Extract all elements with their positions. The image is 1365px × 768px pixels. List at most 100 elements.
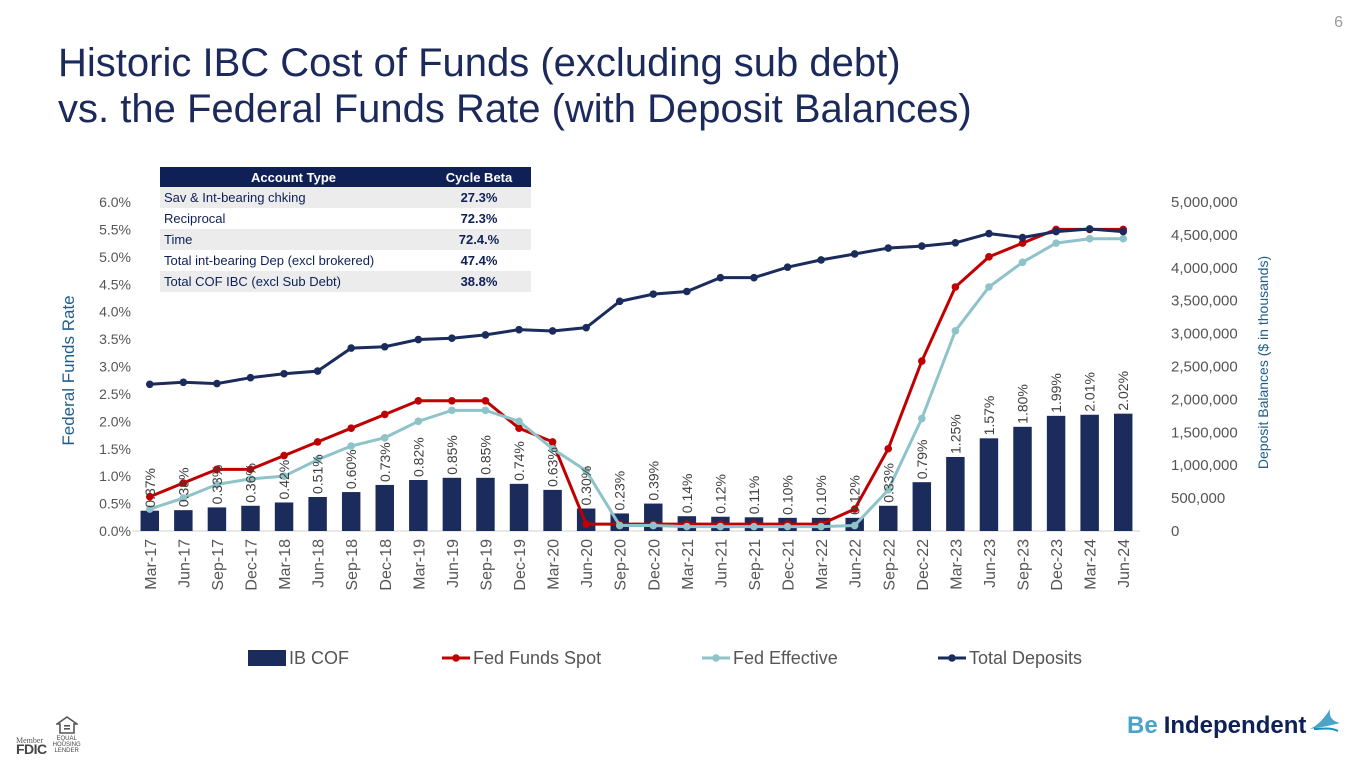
line-total-deposits [149, 227, 1124, 386]
point-fed-funds-spot [280, 451, 288, 460]
title-line-1: Historic IBC Cost of Funds (excluding su… [58, 41, 901, 85]
legend-swatch-bar [248, 650, 286, 666]
logo-be: Be [1127, 712, 1158, 739]
account-type-cell: Reciprocal [160, 208, 427, 229]
bar-data-label: 0.38% [175, 467, 191, 507]
point-fed-effective [615, 521, 624, 530]
x-tick-label: Mar-19 [411, 539, 428, 590]
point-fed-funds-spot [548, 438, 557, 446]
x-tick-label: Jun-17 [176, 539, 193, 588]
bar-data-label: 0.12% [847, 475, 863, 515]
point-total-deposits [280, 369, 288, 378]
cycle-beta-table: Account Type Cycle Beta Sav & Int-bearin… [160, 167, 531, 292]
bar-ib-cof [274, 502, 294, 531]
x-tick-label: Jun-21 [713, 539, 730, 588]
y-axis-title: Federal Funds Rate [59, 295, 78, 445]
x-tick-label: Jun-23 [982, 539, 999, 588]
point-total-deposits [213, 379, 221, 388]
bar-ib-cof [912, 482, 932, 531]
bar-data-label: 0.36% [242, 463, 258, 503]
x-tick-label: Mar-18 [277, 539, 294, 590]
y-tick-label: 0.0% [99, 523, 131, 539]
point-fed-effective [918, 414, 926, 423]
point-fed-effective [817, 522, 825, 531]
equal-housing-label: EQUAL HOUSING LENDER [52, 736, 81, 754]
point-fed-funds-spot [951, 283, 960, 291]
point-fed-effective [246, 475, 255, 483]
point-fed-effective [515, 417, 523, 426]
y-tick-label: 1.5% [99, 441, 131, 457]
x-tick-label: Sep-22 [881, 539, 898, 591]
point-total-deposits [649, 290, 658, 298]
bar-ib-cof [174, 510, 193, 531]
point-fed-effective [313, 455, 322, 464]
point-fed-funds-spot [347, 424, 355, 432]
point-total-deposits [985, 229, 993, 238]
fdic-badge: Member FDIC [16, 736, 47, 757]
bar-ib-cof [308, 497, 327, 531]
page-title: Historic IBC Cost of Funds (excluding su… [58, 40, 972, 132]
point-fed-effective [985, 283, 993, 291]
point-total-deposits [313, 367, 322, 375]
y-tick-label: 4.5% [99, 276, 131, 292]
legend-label: Fed Funds Spot [473, 648, 601, 668]
x-tick-label: Dec-23 [1049, 539, 1066, 591]
point-fed-funds-spot [481, 396, 490, 405]
point-total-deposits [951, 238, 960, 247]
header-account-type: Account Type [160, 167, 427, 187]
point-fed-funds-spot [145, 492, 154, 501]
point-fed-effective [280, 472, 288, 480]
table-row: Time 72.4.% [160, 229, 531, 250]
bird-icon [1310, 709, 1341, 732]
bar-data-label: 0.42% [276, 460, 292, 500]
point-fed-funds-spot [918, 357, 926, 365]
x-tick-label: Sep-23 [1016, 539, 1033, 591]
cycle-beta-cell: 72.3% [427, 208, 531, 229]
point-fed-effective [750, 522, 758, 531]
y-tick-label: 0.5% [99, 496, 131, 512]
legend-swatch-marker [452, 654, 460, 662]
bar-data-label: 0.73% [377, 442, 393, 482]
point-total-deposits [582, 323, 590, 332]
point-total-deposits [481, 331, 490, 339]
bar-data-label: 0.51% [310, 454, 326, 494]
x-tick-label: Jun-18 [311, 539, 328, 588]
account-type-cell: Time [160, 229, 427, 250]
bar-ib-cof [979, 438, 999, 531]
x-tick-label: Mar-17 [143, 539, 160, 590]
header-cycle-beta: Cycle Beta [427, 167, 531, 187]
point-fed-effective [213, 480, 221, 489]
line-fed-effective [149, 237, 1124, 529]
logo-independent: Independent [1163, 712, 1307, 739]
bar-data-label: 0.12% [712, 474, 728, 514]
point-fed-effective [481, 406, 490, 415]
bar-data-label: 0.23% [612, 471, 628, 511]
point-fed-funds-spot [448, 396, 456, 405]
y2-tick-label: 2,500,000 [1171, 359, 1238, 376]
point-fed-effective [347, 442, 355, 450]
point-fed-effective [884, 486, 893, 494]
point-total-deposits [448, 334, 456, 343]
point-fed-funds-spot [850, 505, 859, 513]
legend-swatch-marker [948, 654, 956, 662]
point-total-deposits [783, 263, 792, 271]
y-tick-label: 1.0% [99, 468, 131, 484]
point-fed-effective [649, 521, 658, 530]
point-fed-funds-spot [213, 465, 221, 474]
x-tick-label: Dec-22 [915, 539, 932, 591]
point-fed-funds-spot [515, 424, 523, 432]
fdic-label: FDIC [16, 741, 47, 757]
bar-data-label: 0.37% [142, 468, 158, 508]
table-row: Total COF IBC (excl Sub Debt) 38.8% [160, 271, 531, 292]
point-total-deposits [750, 273, 758, 282]
bar-ib-cof [543, 489, 562, 531]
bar-ib-cof [341, 492, 361, 531]
point-fed-effective [783, 522, 792, 531]
point-total-deposits [1085, 225, 1094, 233]
point-total-deposits [380, 342, 389, 351]
x-tick-label: Mar-24 [1083, 539, 1100, 590]
point-fed-funds-spot [985, 253, 993, 261]
y2-tick-label: 4,000,000 [1171, 260, 1238, 277]
point-total-deposits [850, 250, 859, 258]
point-total-deposits [179, 378, 188, 387]
